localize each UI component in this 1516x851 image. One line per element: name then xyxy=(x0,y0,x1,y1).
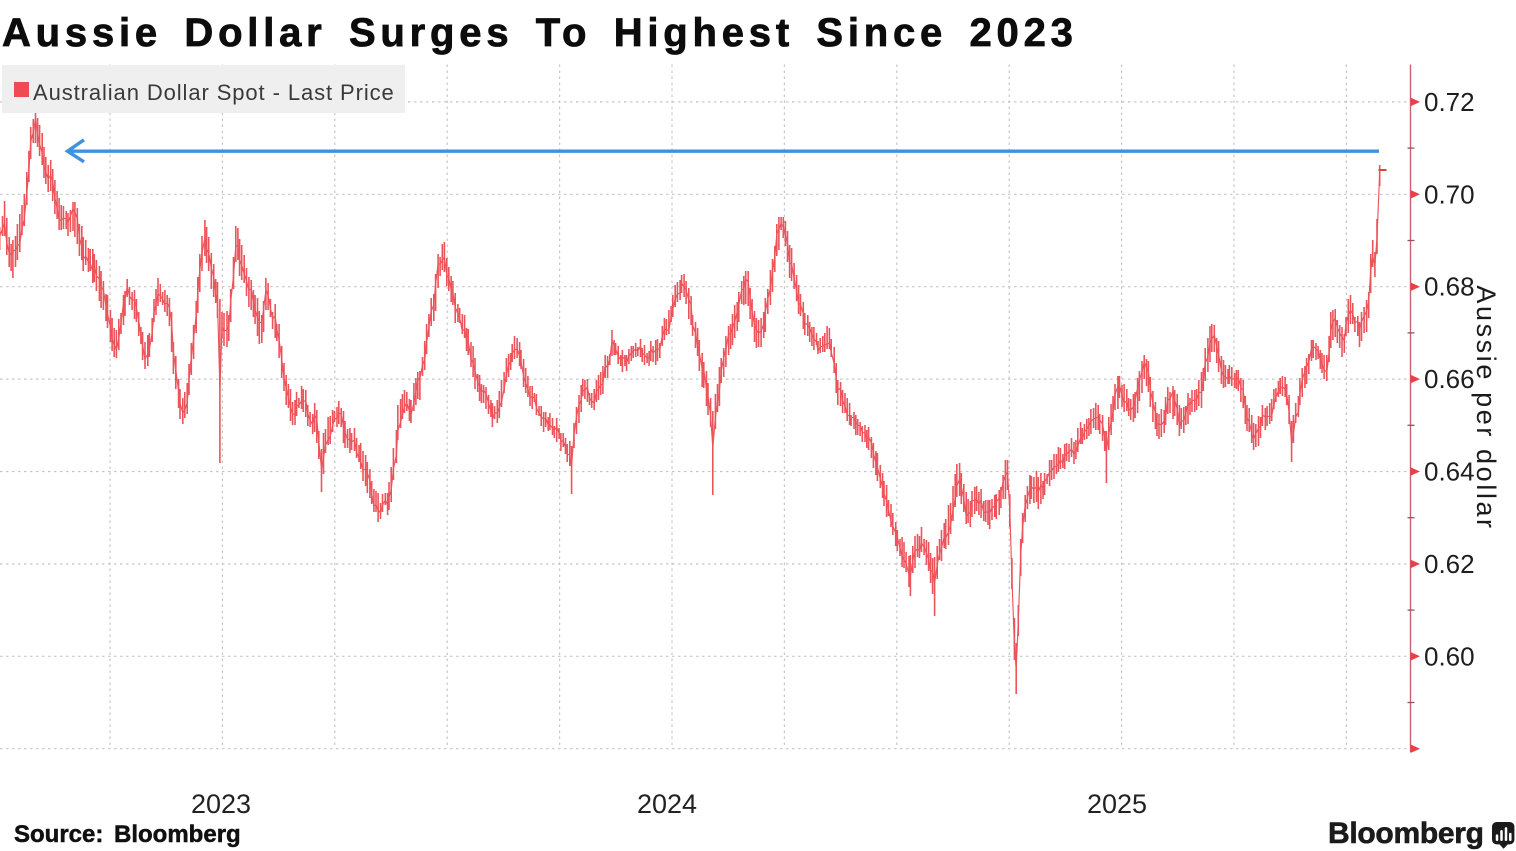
svg-text:0.62: 0.62 xyxy=(1424,549,1475,579)
svg-text:0.72: 0.72 xyxy=(1424,87,1475,117)
svg-text:0.70: 0.70 xyxy=(1424,179,1475,209)
svg-text:0.68: 0.68 xyxy=(1424,272,1475,302)
svg-text:2025: 2025 xyxy=(1087,789,1147,819)
svg-text:2024: 2024 xyxy=(637,789,697,819)
svg-text:2023: 2023 xyxy=(191,789,251,819)
svg-text:0.66: 0.66 xyxy=(1424,364,1475,394)
svg-text:0.60: 0.60 xyxy=(1424,641,1475,671)
svg-text:Aussie per dollar: Aussie per dollar xyxy=(1471,285,1501,530)
svg-text:0.64: 0.64 xyxy=(1424,457,1475,487)
